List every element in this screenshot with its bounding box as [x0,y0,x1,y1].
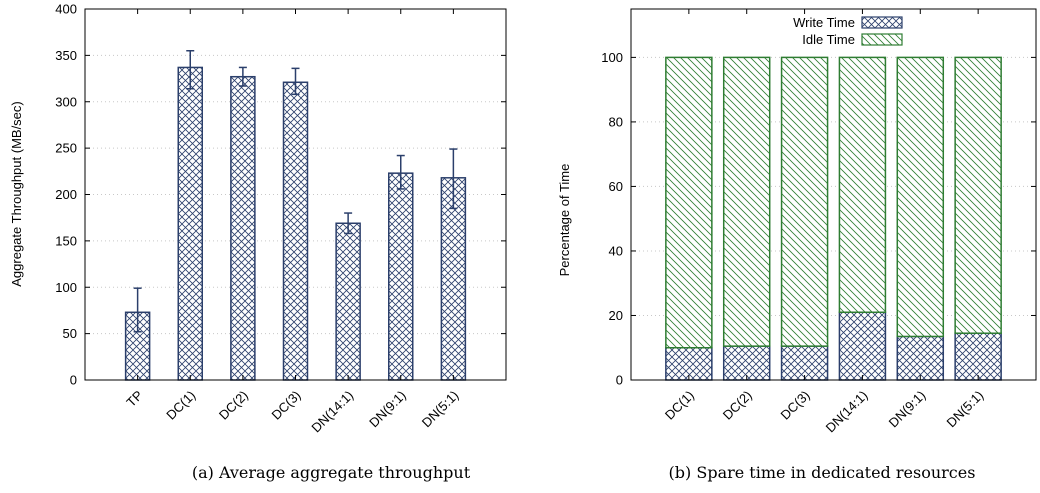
x-tick-label: TP [123,388,145,410]
right-legend: Write Time Idle Time [793,15,903,47]
bar-write-time [780,345,829,381]
bar [335,222,361,381]
bar-idle-time [665,56,713,349]
right-stacked-bars [665,56,1002,381]
bar-idle-time [780,56,829,347]
bar [177,66,203,381]
x-tick-label: DC(3) [778,388,813,423]
bar-write-time [954,332,1002,381]
x-tick-label: DN(9:1) [886,388,929,431]
left-y-axis-label: Aggregate Throughput (MB/sec) [9,101,24,286]
bar [230,75,256,381]
right-caption: (b) Spare time in dedicated resources [669,463,976,482]
x-tick-label: DN(5:1) [943,388,986,431]
y-tick-label: 300 [55,94,77,109]
bar-idle-time [722,56,771,347]
left-error-bars [133,49,458,333]
x-tick-label: DN(14:1) [308,388,356,436]
y-tick-label: 50 [63,326,77,341]
right-plot-frame [630,8,1037,381]
y-tick-label: 400 [55,2,77,17]
bar [282,81,309,381]
left-y-tick-labels: 0 50 100 150 200 250 300 350 400 [55,2,77,388]
bar-idle-time [896,56,945,338]
bar-write-time [896,335,945,381]
throughput-chart: 0 50 100 150 200 250 300 350 400 TP DC(1) DC(2) DC(… [9,2,507,482]
legend-label-write-time: Write Time [793,15,855,30]
y-tick-label: 100 [601,50,623,65]
bar-write-time [665,346,713,381]
x-tick-label: DC(1) [662,388,697,423]
x-tick-label: DC(1) [163,388,198,423]
spare-time-chart: 0 20 40 60 80 100 DC(1) DC(2) DC(3) DN(14:1) DN(9… [557,8,1037,482]
y-tick-label: 0 [70,373,77,388]
bar-write-time [722,345,771,381]
legend-label-idle-time: Idle Time [802,32,855,47]
legend-swatch-idle-time [861,33,903,46]
right-y-axis-label: Percentage of Time [557,164,572,277]
legend-swatch-write-time [861,16,903,29]
x-tick-label: DN(5:1) [419,388,462,431]
y-tick-label: 60 [609,179,623,194]
y-tick-label: 250 [55,141,77,156]
y-tick-label: 350 [55,48,77,63]
y-tick-label: 80 [609,114,623,129]
y-tick-label: 40 [609,243,623,258]
x-tick-label: DN(14:1) [823,388,871,436]
y-tick-label: 150 [55,233,77,248]
x-tick-label: DN(9:1) [366,388,409,431]
x-tick-label: DC(3) [268,388,303,423]
y-tick-label: 20 [609,308,623,323]
bar-idle-time [838,56,887,314]
y-tick-label: 0 [616,373,623,388]
y-tick-label: 100 [55,280,77,295]
bar [388,172,414,381]
bar-write-time [838,311,887,381]
right-y-tick-labels: 0 20 40 60 80 100 [601,50,623,388]
left-caption: (a) Average aggregate throughput [192,463,471,482]
y-tick-label: 200 [55,187,77,202]
bar-idle-time [954,56,1002,334]
x-tick-label: DC(2) [720,388,755,423]
left-bars [124,66,467,381]
x-tick-label: DC(2) [216,388,251,423]
